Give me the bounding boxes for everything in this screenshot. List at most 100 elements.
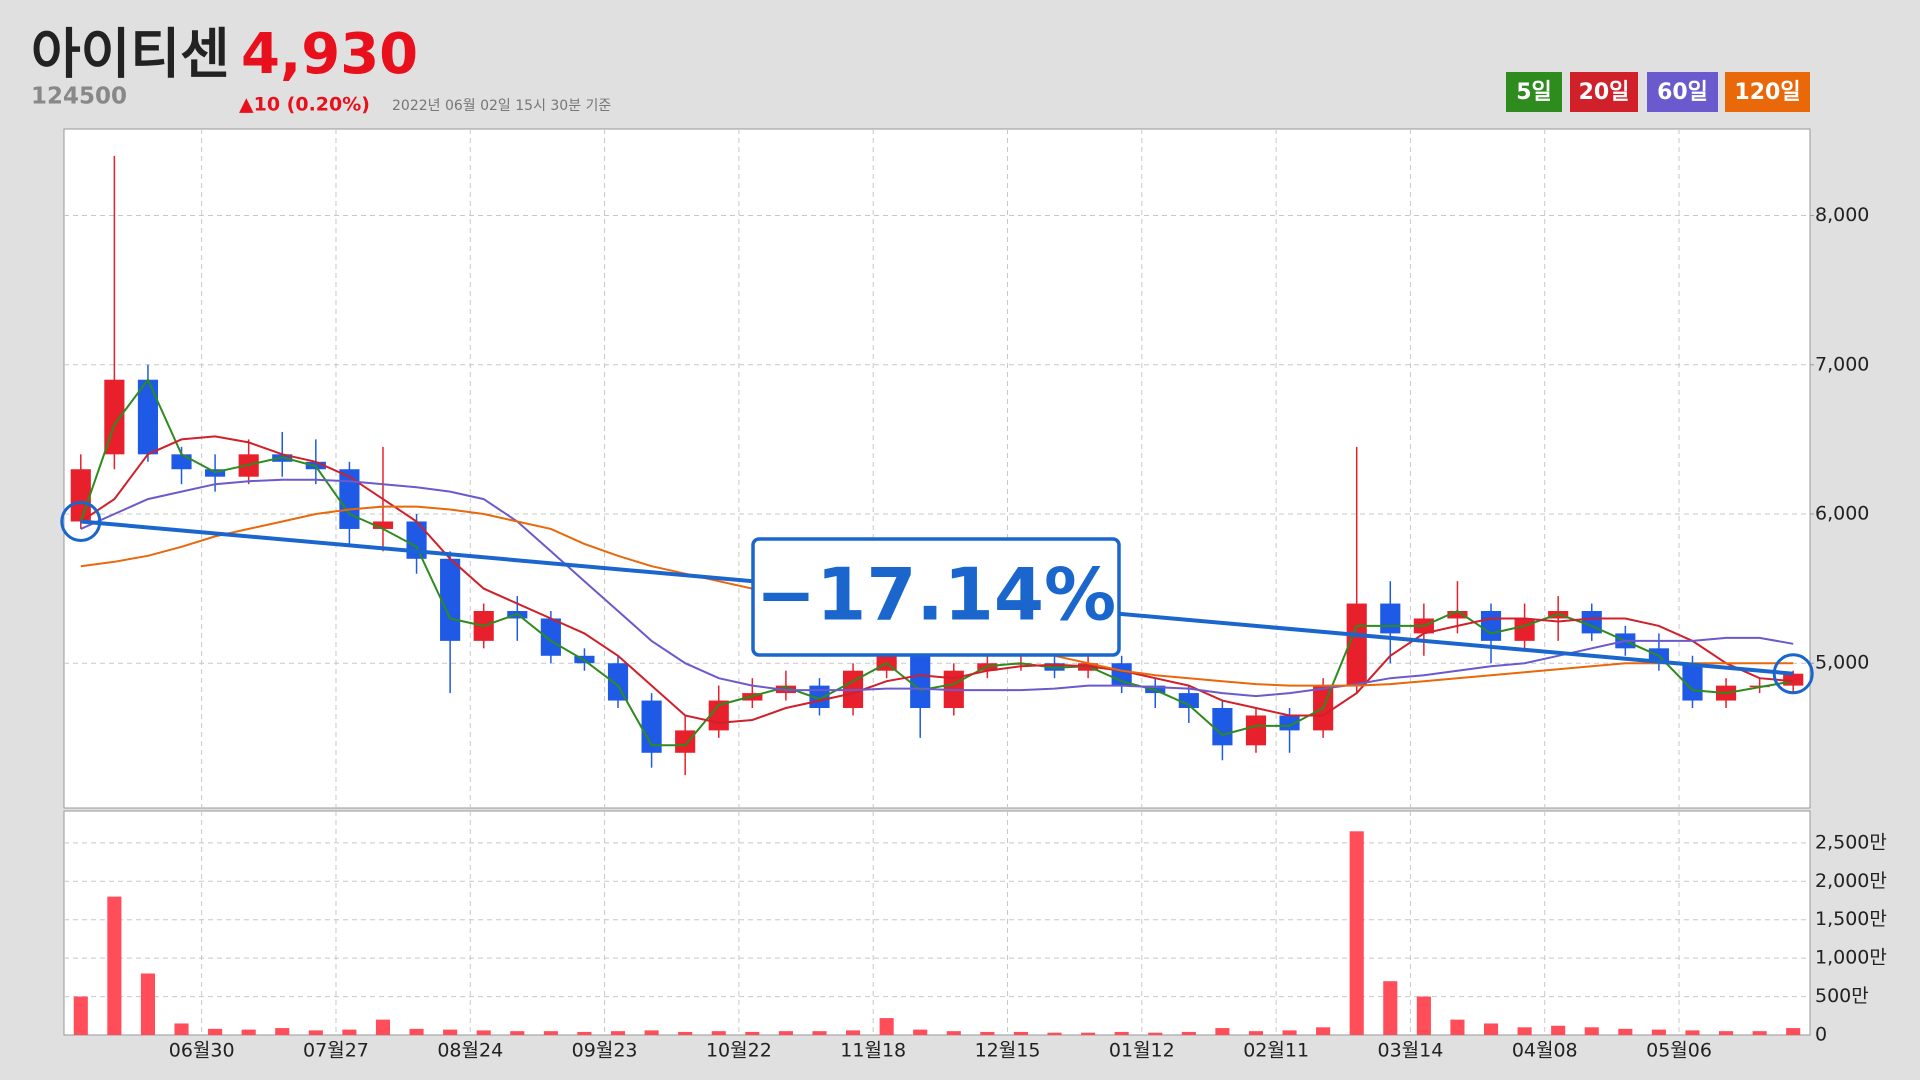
volume-bar bbox=[1752, 1031, 1767, 1035]
candle-body bbox=[440, 558, 461, 641]
x-tick-label: 02월11 bbox=[1243, 1040, 1309, 1062]
volume-bar bbox=[610, 1031, 626, 1035]
volume-bar bbox=[1786, 1028, 1801, 1035]
candle-body bbox=[137, 379, 159, 455]
candle-body bbox=[1346, 603, 1367, 686]
candle-body bbox=[1380, 603, 1401, 634]
x-tick-label: 06월30 bbox=[169, 1040, 235, 1062]
y-tick-label: 6,000 bbox=[1815, 503, 1869, 525]
candle-body bbox=[1783, 673, 1804, 686]
volume-bar bbox=[1719, 1031, 1734, 1035]
volume-bar bbox=[443, 1029, 458, 1035]
moving-average-line bbox=[79, 377, 1794, 747]
volume-bar bbox=[1483, 1023, 1499, 1035]
y-tick-label: 5,000 bbox=[1815, 652, 1869, 674]
stock-name: 아이티센 bbox=[31, 23, 230, 86]
x-tick-label: 03월14 bbox=[1378, 1040, 1444, 1062]
trend-start bbox=[60, 500, 102, 542]
volume-bar bbox=[1248, 1031, 1264, 1035]
y-tick-label: 7,000 bbox=[1815, 353, 1869, 375]
volume-bar bbox=[1651, 1029, 1666, 1035]
candle-body bbox=[171, 454, 192, 470]
volume-bar bbox=[980, 1031, 995, 1035]
volume-bar bbox=[140, 973, 155, 1035]
volume-bar bbox=[1215, 1028, 1230, 1035]
volume-bar bbox=[1618, 1028, 1633, 1035]
candle-body bbox=[1178, 693, 1199, 709]
volume-bar bbox=[1685, 1030, 1700, 1035]
moving-average-line bbox=[80, 435, 1794, 724]
legend-label: 120일 bbox=[1734, 80, 1800, 105]
legend-swatch bbox=[1506, 72, 1562, 112]
candle-body bbox=[70, 469, 91, 522]
volume-bar bbox=[1282, 1030, 1297, 1035]
candle-body bbox=[641, 700, 662, 753]
volume-bar bbox=[107, 896, 122, 1035]
x-tick-label: 01월12 bbox=[1109, 1040, 1175, 1062]
candle-body bbox=[540, 618, 561, 656]
x-tick-label: 11월18 bbox=[840, 1040, 906, 1062]
volume-bar bbox=[208, 1028, 223, 1035]
volume-bar bbox=[1013, 1031, 1028, 1035]
legend-swatch bbox=[1725, 72, 1810, 112]
candle-body bbox=[1447, 611, 1468, 619]
candle-body bbox=[1514, 618, 1535, 641]
trend-end bbox=[1772, 653, 1814, 695]
volume-bar bbox=[678, 1031, 693, 1035]
volume-tick-label: 1,000만 bbox=[1815, 947, 1887, 969]
legend-label: 5일 bbox=[1516, 80, 1552, 105]
volume-bar bbox=[1047, 1032, 1062, 1035]
volume-bar bbox=[778, 1031, 793, 1035]
x-tick-label: 07월27 bbox=[303, 1040, 369, 1062]
volume-bar bbox=[1316, 1027, 1331, 1035]
moving-average-line bbox=[80, 478, 1794, 698]
volume-bar bbox=[1181, 1031, 1196, 1035]
volume-bar bbox=[342, 1029, 357, 1035]
timestamp: 2022년 06월 02일 15시 30분 기준 bbox=[392, 98, 611, 114]
volume-bar bbox=[1450, 1019, 1465, 1035]
volume-bar bbox=[1517, 1027, 1532, 1035]
y-tick-label: 8,000 bbox=[1815, 204, 1869, 226]
legend-swatch bbox=[1647, 72, 1718, 112]
legend-label: 60일 bbox=[1657, 80, 1708, 105]
annotation-box bbox=[751, 537, 1121, 657]
volume-bar bbox=[275, 1028, 290, 1035]
x-tick-label: 09월23 bbox=[572, 1040, 638, 1062]
candle-body bbox=[1245, 715, 1267, 746]
volume-bar bbox=[711, 1031, 726, 1035]
volume-bar bbox=[879, 1018, 894, 1035]
volume-bar bbox=[241, 1029, 256, 1035]
volume-bar bbox=[1148, 1032, 1163, 1035]
price-change: ▲10 (0.20%) bbox=[239, 94, 370, 116]
volume-bar bbox=[1383, 981, 1398, 1035]
legend-label: 20일 bbox=[1579, 80, 1630, 105]
stock-code: 124500 bbox=[31, 84, 127, 110]
volume-pane bbox=[63, 810, 1811, 1036]
candle-body bbox=[910, 655, 931, 709]
x-tick-label: 05월06 bbox=[1646, 1040, 1712, 1062]
volume-bar bbox=[1114, 1031, 1129, 1035]
volume-tick-label: 2,000만 bbox=[1815, 870, 1887, 892]
volume-tick-label: 2,500만 bbox=[1815, 831, 1887, 853]
volume-bar bbox=[308, 1030, 323, 1035]
volume-bar bbox=[476, 1030, 491, 1035]
volume-tick-label: 1,500만 bbox=[1815, 908, 1887, 930]
volume-bar bbox=[375, 1019, 391, 1035]
volume-bar bbox=[745, 1031, 760, 1035]
stock-price: 4,930 bbox=[241, 22, 418, 87]
volume-bar bbox=[846, 1030, 861, 1035]
volume-bar bbox=[577, 1031, 592, 1035]
x-tick-label: 10월22 bbox=[706, 1040, 772, 1062]
price-pane bbox=[63, 128, 1811, 809]
volume-tick-label: 0 bbox=[1815, 1024, 1827, 1046]
volume-bar bbox=[510, 1031, 525, 1035]
volume-bar bbox=[913, 1029, 928, 1035]
x-tick-label: 04월08 bbox=[1512, 1040, 1578, 1062]
legend-swatch bbox=[1570, 72, 1638, 112]
candle-body bbox=[1480, 611, 1502, 641]
volume-bar bbox=[644, 1030, 659, 1035]
x-tick-label: 08월24 bbox=[437, 1040, 503, 1062]
candle-body bbox=[339, 469, 360, 529]
